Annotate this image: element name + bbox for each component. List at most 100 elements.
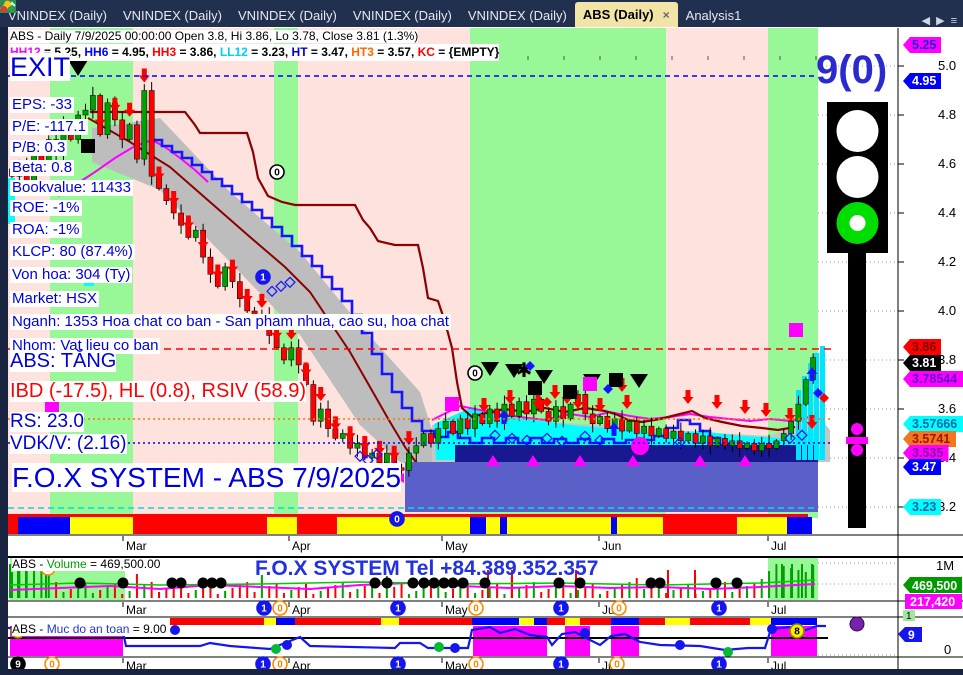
tab-label: VNINDEX (Daily) [467, 7, 567, 23]
svg-text:3.86: 3.86 [912, 340, 936, 354]
tab-label: VNINDEX (Daily) [352, 7, 452, 23]
indicator-ht3: HT3 [351, 45, 374, 59]
svg-text:May: May [445, 603, 468, 617]
volume-panel-title: ABS - Volume = 469,500.00 [12, 557, 161, 571]
svg-text:1: 1 [558, 604, 564, 615]
svg-text:3.535: 3.535 [912, 446, 943, 460]
svg-text:0: 0 [472, 369, 478, 380]
svg-text:1M: 1M [936, 558, 954, 573]
svg-text:5.0: 5.0 [938, 58, 956, 73]
indicator-ht: HT [291, 45, 308, 59]
svg-text:1: 1 [395, 660, 401, 671]
indicator-value: = 3.86, [176, 45, 220, 59]
indicator-ll12: LL12 [219, 45, 248, 59]
tab-abs-active[interactable]: ABS (Daily) × [0, 0, 678, 27]
tab-label: VNINDEX (Daily) [8, 7, 107, 23]
abs-status-label: ABS: TĂNG [10, 350, 117, 372]
tab-label: ABS (Daily) [582, 7, 654, 22]
tab-scroll-right-icon[interactable]: ▶ [936, 15, 945, 27]
fox-system-title: F.O.X SYSTEM - ABS 7/9/2025 [12, 462, 402, 493]
svg-text:0: 0 [274, 168, 280, 179]
svg-text:0: 0 [277, 660, 283, 671]
svg-text:Mar: Mar [126, 539, 147, 553]
safety-symbol: ABS [12, 622, 37, 636]
svg-text:3.23: 3.23 [912, 500, 936, 514]
market-label: Market: HSX [10, 290, 100, 307]
rs-label: RS: 23.0 [10, 411, 84, 432]
svg-text:1: 1 [716, 660, 722, 671]
tab-vnindex-5[interactable]: VNINDEX (Daily) [0, 0, 575, 27]
svg-text:0: 0 [277, 604, 283, 615]
indicator-value: = 4.95, [108, 45, 153, 59]
svg-text:1: 1 [558, 660, 564, 671]
tab-menu-icon[interactable]: ≡ [950, 14, 957, 27]
eps-label: EPS: -33 [10, 96, 75, 113]
safety-panel-title: ABS - Muc do an toan = 9.00 [12, 622, 167, 636]
svg-text:1: 1 [395, 604, 401, 615]
ibd-line-label: IBD (-17.5), HL (0.8), RSIV (58.9) [10, 380, 307, 402]
tab-vnindex-3[interactable]: VNINDEX (Daily) [0, 0, 345, 27]
tab-vnindex-1[interactable]: VNINDEX (Daily) [0, 0, 115, 27]
tab-vnindex-2[interactable]: VNINDEX (Daily) [0, 0, 230, 27]
svg-text:0: 0 [473, 660, 479, 671]
svg-text:9: 9 [15, 660, 21, 671]
svg-text:4.2: 4.2 [938, 254, 956, 269]
svg-text:Mar: Mar [126, 603, 147, 617]
svg-text:1: 1 [716, 604, 722, 615]
svg-text:0: 0 [944, 642, 951, 657]
svg-text:3.78544: 3.78544 [912, 372, 957, 386]
svg-text:3.6: 3.6 [938, 401, 956, 416]
tab-vnindex-4[interactable]: VNINDEX (Daily) [0, 0, 460, 27]
left-edge-strip [0, 27, 8, 675]
volume-symbol: ABS [12, 557, 37, 571]
svg-text:Apr: Apr [292, 539, 311, 553]
indicator-kc: KC [417, 45, 435, 59]
svg-text:8: 8 [794, 627, 800, 638]
tab-bar: VNINDEX (Daily) VNINDEX (Daily) VNINDEX … [0, 0, 963, 27]
svg-text:Apr: Apr [292, 603, 311, 617]
svg-text:3.47: 3.47 [912, 460, 936, 474]
svg-text:3.2: 3.2 [938, 499, 956, 514]
analysis-icon [0, 0, 15, 13]
svg-text:4.6: 4.6 [938, 156, 956, 171]
svg-text:May: May [445, 539, 468, 553]
svg-text:1: 1 [906, 611, 912, 622]
nganh-label: Nganh: 1353 Hoa chat co ban - San pham n… [10, 313, 451, 330]
svg-text:Jul: Jul [771, 603, 786, 617]
svg-text:Jul: Jul [771, 539, 786, 553]
svg-text:0: 0 [616, 604, 622, 615]
svg-text:4.8: 4.8 [938, 107, 956, 122]
svg-text:1: 1 [261, 604, 267, 615]
exit-signal-label: EXIT [10, 52, 71, 82]
svg-text:217,420: 217,420 [910, 595, 955, 609]
indicator-value: = 3.47, [307, 45, 352, 59]
safety-value: = 9.00 [129, 622, 167, 636]
pb-label: P/B: 0.3 [10, 139, 68, 156]
svg-text:3.5741: 3.5741 [912, 432, 950, 446]
indicator-value: = 3.57, [373, 45, 418, 59]
svg-text:0: 0 [394, 515, 400, 526]
svg-text:3.81: 3.81 [912, 356, 936, 370]
tab-label: VNINDEX (Daily) [122, 7, 222, 23]
svg-text:3.8: 3.8 [938, 352, 956, 367]
tab-scroll-left-icon[interactable]: ◀ [921, 15, 931, 27]
svg-text:4.95: 4.95 [912, 74, 936, 88]
chart-title: ABS - Daily 7/9/2025 00:00:00 Open 3.8, … [10, 29, 419, 43]
tab-close-icon[interactable]: × [662, 7, 670, 22]
tab-analysis1[interactable]: Analysis1 [0, 0, 750, 27]
klcp-label: KLCP: 80 (87.4%) [10, 243, 135, 260]
volume-value: = 469,500.00 [86, 557, 161, 571]
svg-text:Jun: Jun [602, 539, 621, 553]
vonhoa-label: Von hoa: 304 (Ty) [10, 266, 133, 283]
svg-text:4.0: 4.0 [938, 303, 956, 318]
svg-text:0: 0 [473, 604, 479, 615]
tab-label: VNINDEX (Daily) [237, 7, 337, 23]
svg-text:9: 9 [908, 628, 915, 642]
indicator-value: = 3.23, [247, 45, 292, 59]
nhom-label: Nhom: Vat lieu co ban [10, 337, 161, 354]
svg-text:4.4: 4.4 [938, 205, 956, 220]
volume-dash: - [36, 557, 47, 571]
roa-label: ROA: -1% [10, 221, 82, 238]
safety-dash: - [36, 622, 47, 636]
